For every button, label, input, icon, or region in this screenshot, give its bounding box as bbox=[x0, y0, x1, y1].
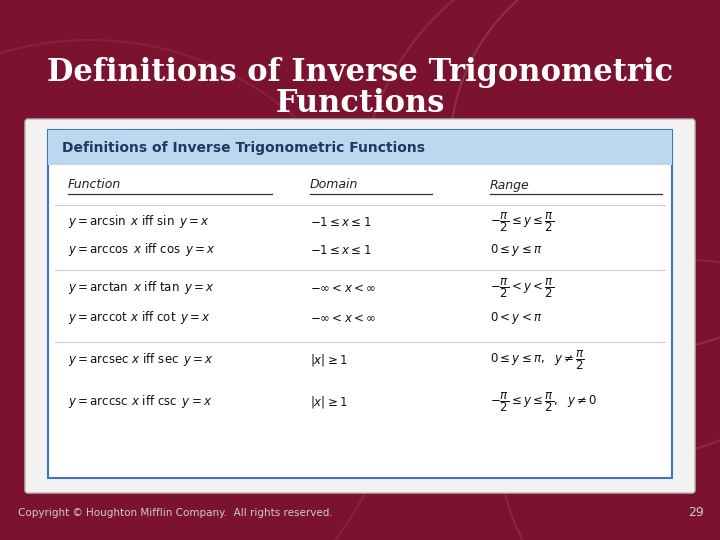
Text: $|x| \geq 1$: $|x| \geq 1$ bbox=[310, 352, 348, 368]
Text: $-\infty < x < \infty$: $-\infty < x < \infty$ bbox=[310, 281, 376, 294]
Bar bbox=[48, 130, 672, 165]
Text: $-1 \leq x \leq 1$: $-1 \leq x \leq 1$ bbox=[310, 215, 372, 228]
Text: $y = \mathrm{arcsec}\ x\ \mathrm{iff}\ \sec\ y = x$: $y = \mathrm{arcsec}\ x\ \mathrm{iff}\ \… bbox=[68, 352, 214, 368]
Text: $y = \mathrm{arccot}\ x\ \mathrm{iff}\ \cot\ y = x$: $y = \mathrm{arccot}\ x\ \mathrm{iff}\ \… bbox=[68, 309, 211, 327]
Text: $-1 \leq x \leq 1$: $-1 \leq x \leq 1$ bbox=[310, 244, 372, 256]
Text: $y = \arcsin\ x\ \mathrm{iff}\ \sin\ y = x$: $y = \arcsin\ x\ \mathrm{iff}\ \sin\ y =… bbox=[68, 213, 210, 231]
Text: $-\dfrac{\pi}{2} \leq y \leq \dfrac{\pi}{2},\ \ y \neq 0$: $-\dfrac{\pi}{2} \leq y \leq \dfrac{\pi}… bbox=[490, 390, 597, 414]
Text: $-\dfrac{\pi}{2} < y < \dfrac{\pi}{2}$: $-\dfrac{\pi}{2} < y < \dfrac{\pi}{2}$ bbox=[490, 276, 554, 300]
Text: 29: 29 bbox=[688, 507, 704, 519]
Bar bbox=[48, 130, 672, 478]
Text: $y = \arctan\ x\ \mathrm{iff}\ \tan\ y = x$: $y = \arctan\ x\ \mathrm{iff}\ \tan\ y =… bbox=[68, 280, 215, 296]
Text: $-\infty < x < \infty$: $-\infty < x < \infty$ bbox=[310, 312, 376, 325]
Text: Function: Function bbox=[68, 179, 121, 192]
Text: Copyright © Houghton Mifflin Company.  All rights reserved.: Copyright © Houghton Mifflin Company. Al… bbox=[18, 508, 333, 518]
Text: Definitions of Inverse Trigonometric: Definitions of Inverse Trigonometric bbox=[47, 57, 673, 89]
Text: $0 \leq y \leq \pi$: $0 \leq y \leq \pi$ bbox=[490, 242, 542, 258]
Text: $0 \leq y \leq \pi,\ \ y \neq \dfrac{\pi}{2}$: $0 \leq y \leq \pi,\ \ y \neq \dfrac{\pi… bbox=[490, 348, 585, 372]
Text: Domain: Domain bbox=[310, 179, 359, 192]
Text: $-\dfrac{\pi}{2} \leq y \leq \dfrac{\pi}{2}$: $-\dfrac{\pi}{2} \leq y \leq \dfrac{\pi}… bbox=[490, 210, 554, 234]
Text: $0 < y < \pi$: $0 < y < \pi$ bbox=[490, 310, 542, 326]
FancyBboxPatch shape bbox=[25, 119, 695, 493]
Text: $|x| \geq 1$: $|x| \geq 1$ bbox=[310, 394, 348, 410]
Text: $y = \arccos\ x\ \mathrm{iff}\ \cos\ y = x$: $y = \arccos\ x\ \mathrm{iff}\ \cos\ y =… bbox=[68, 241, 216, 259]
Text: Definitions of Inverse Trigonometric Functions: Definitions of Inverse Trigonometric Fun… bbox=[62, 141, 425, 155]
Text: Range: Range bbox=[490, 179, 530, 192]
Text: $y = \mathrm{arccsc}\ x\ \mathrm{iff}\ \csc\ y = x$: $y = \mathrm{arccsc}\ x\ \mathrm{iff}\ \… bbox=[68, 394, 212, 410]
Text: Functions: Functions bbox=[275, 87, 445, 118]
